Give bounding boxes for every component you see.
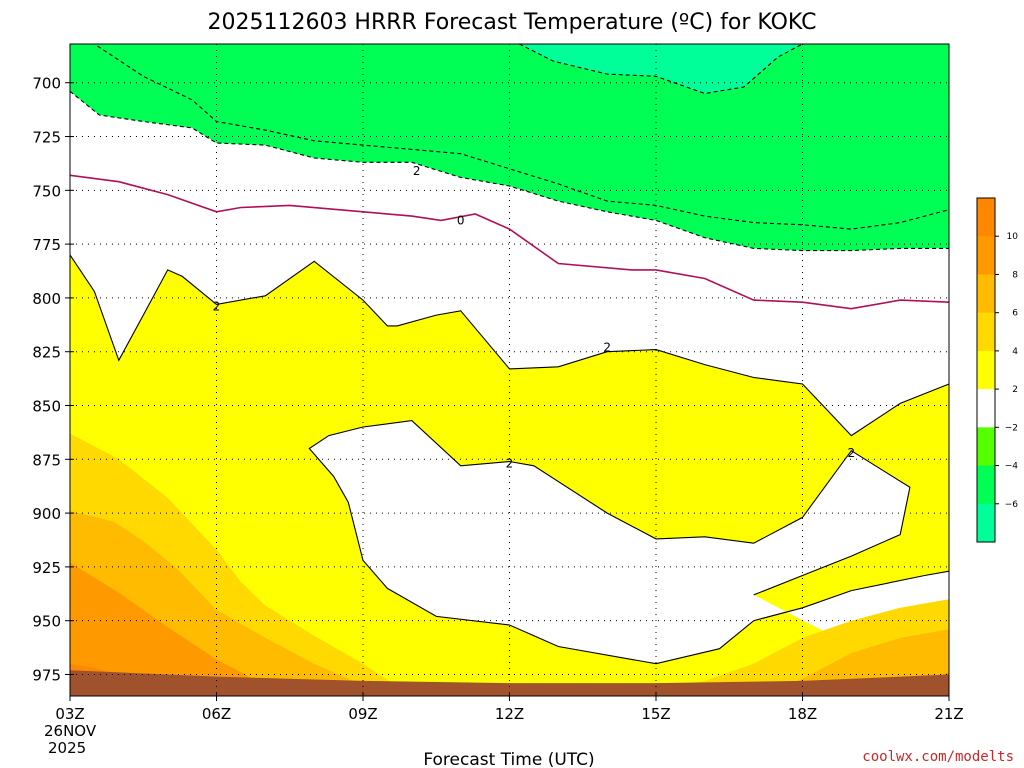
contour-line-2: [308, 420, 950, 665]
contour-labels: 2 0 2 2 2 2: [213, 164, 855, 471]
contour-line--4: [69, 90, 949, 252]
colorbar-label: −4: [1005, 462, 1019, 472]
contour-label: 2: [506, 457, 514, 471]
x-tick-label: 06Z: [202, 705, 231, 723]
colorbar: 10 8 6 4 2 −2 −4 −6: [976, 197, 1019, 543]
region-minus6-to-minus4: [70, 44, 949, 251]
region-below-2-hole: [309, 420, 949, 696]
contour-line--6: [519, 43, 803, 95]
x-tick-label: 03Z: [55, 705, 84, 723]
grid-lines: [70, 44, 949, 696]
colorbar-swatch: [977, 236, 995, 275]
colorbar-swatch: [977, 465, 995, 505]
contour-label: 0: [457, 213, 465, 227]
x-tick-label: 15Z: [641, 705, 670, 723]
colorbar-label: 10: [1007, 232, 1019, 242]
y-tick-label: 800: [32, 290, 61, 308]
contour-label: 2: [848, 446, 856, 460]
contour-line-0: [69, 174, 950, 310]
contour-label: 2: [603, 340, 611, 354]
colorbar-swatch: [977, 503, 995, 543]
contour-label: 2: [413, 164, 421, 178]
start-date-year: 2025: [48, 739, 86, 757]
y-axis-ticks: 700 725 750 775 800 825 850 875 900 925 950 975: [32, 75, 74, 684]
contour-line-2: [69, 254, 950, 437]
contour-lines: [69, 43, 950, 665]
x-tick-label: 12Z: [495, 705, 524, 723]
colorbar-label: −2: [1005, 423, 1018, 433]
ground-terrain: [70, 670, 949, 696]
colorbar-swatch: [977, 312, 995, 352]
x-tick-label: 18Z: [788, 705, 817, 723]
y-tick-label: 950: [32, 613, 61, 631]
region-4-to-6: [70, 433, 949, 696]
y-tick-label: 750: [32, 182, 61, 200]
x-axis-label: Forecast Time (UTC): [423, 750, 594, 768]
colorbar-frame: [976, 197, 996, 543]
colorbar-swatch: [977, 198, 995, 237]
colorbar-swatch: [977, 427, 995, 467]
colorbar-label: −6: [1005, 500, 1019, 510]
chart-title: 2025112603 HRRR Forecast Temperature (ºC…: [207, 10, 816, 35]
colorbar-label: 4: [1012, 347, 1018, 357]
colorbar-label: 6: [1012, 309, 1018, 319]
y-tick-label: 775: [32, 236, 61, 254]
contour-line--2: [70, 43, 950, 230]
colorbar-label: 8: [1012, 270, 1018, 280]
x-tick-label: 21Z: [934, 705, 963, 723]
y-tick-label: 700: [32, 75, 61, 93]
y-tick-label: 925: [32, 559, 61, 577]
contour-label: 2: [213, 300, 221, 314]
y-tick-label: 875: [32, 451, 61, 469]
colorbar-swatch: [977, 274, 995, 314]
y-tick-label: 900: [32, 505, 61, 523]
x-tick-label: 09Z: [348, 705, 377, 723]
colorbar-swatch: [977, 350, 995, 390]
x-axis-ticks: 03Z 06Z 09Z 12Z 15Z 18Z 21Z: [55, 692, 964, 723]
colorbar-label: 2: [1012, 385, 1018, 395]
region-below-minus6: [519, 44, 803, 94]
y-tick-label: 825: [32, 344, 61, 362]
y-tick-label: 850: [32, 398, 61, 416]
source-credit: coolwx.com/modelts: [862, 749, 1014, 765]
colorbar-swatch: [977, 389, 995, 428]
y-tick-label: 975: [32, 666, 61, 684]
start-date-day: 26NOV: [44, 722, 97, 740]
y-tick-label: 725: [32, 129, 61, 147]
plot-area: 2 0 2 2 2 2: [69, 43, 950, 697]
